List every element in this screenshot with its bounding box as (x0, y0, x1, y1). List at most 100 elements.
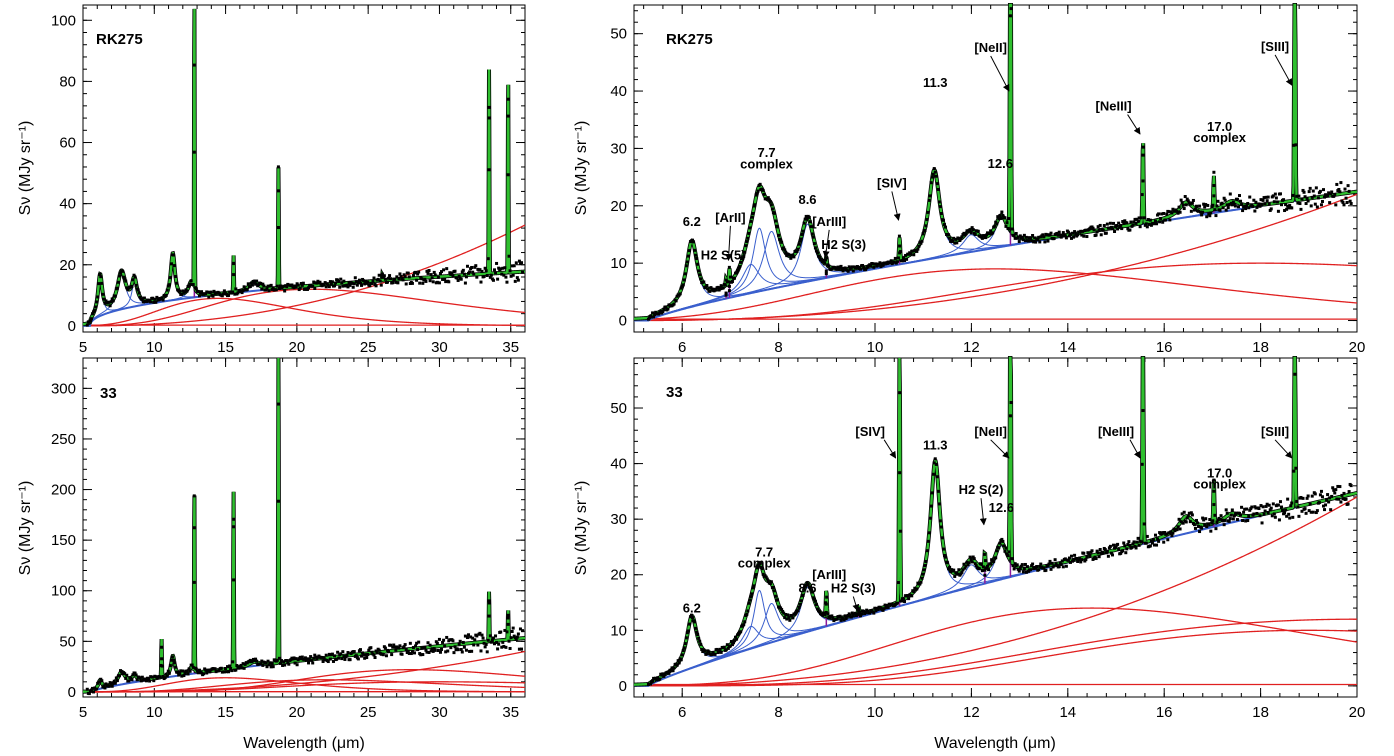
data-point (188, 669, 192, 673)
data-point (1205, 215, 1209, 219)
data-point (988, 232, 992, 236)
data-point (1335, 182, 1339, 186)
data-point (660, 311, 664, 315)
data-point (962, 231, 966, 235)
data-point (403, 643, 407, 647)
data-point (651, 679, 655, 683)
data-point (366, 652, 370, 656)
data-point (1262, 512, 1266, 516)
data-point (866, 609, 870, 613)
feature-label: 11.3 (923, 75, 948, 90)
data-point (733, 276, 737, 280)
data-point (1113, 229, 1117, 233)
data-point (151, 675, 155, 679)
data-point (476, 643, 480, 647)
data-point (1296, 201, 1300, 205)
data-point (964, 232, 968, 236)
data-point (1215, 204, 1219, 208)
data-point (299, 657, 303, 661)
data-point (219, 666, 223, 670)
data-point (757, 563, 761, 567)
data-point (954, 237, 958, 241)
data-point (962, 562, 966, 566)
data-point (682, 278, 686, 282)
data-point (1084, 558, 1088, 562)
data-point (747, 601, 751, 605)
data-point (860, 612, 864, 616)
data-point (810, 590, 814, 594)
data-point (794, 611, 798, 615)
data-point (1297, 194, 1301, 198)
data-point (1278, 500, 1282, 504)
data-point (1158, 220, 1162, 224)
data-point (944, 225, 948, 229)
data-point (934, 462, 938, 466)
data-point (87, 320, 91, 324)
data-point (1137, 543, 1141, 547)
data-point (842, 618, 846, 622)
data-point (1088, 554, 1092, 558)
data-point (874, 609, 878, 613)
data-point (824, 272, 828, 276)
data-point (785, 617, 789, 621)
data-point (1245, 507, 1249, 511)
data-point (311, 284, 315, 288)
data-point (1232, 514, 1236, 518)
data-point (1170, 534, 1174, 538)
feature-arrow (1129, 439, 1141, 459)
data-point (1172, 527, 1176, 531)
data-point (972, 557, 976, 561)
data-point (471, 636, 475, 640)
data-point (788, 618, 792, 622)
data-point (1072, 558, 1076, 562)
data-point (739, 630, 743, 634)
data-point (1278, 192, 1282, 196)
data-point (136, 288, 140, 292)
data-point (693, 620, 697, 624)
data-point (367, 648, 371, 652)
data-point (103, 686, 107, 690)
data-point (1307, 190, 1311, 194)
data-point (1022, 233, 1026, 237)
data-point (864, 268, 868, 272)
data-point (387, 649, 391, 653)
x-tick-label: 6 (678, 704, 686, 721)
data-point (997, 217, 1001, 221)
data-point (154, 300, 158, 304)
data-point (650, 315, 654, 319)
data-point (993, 224, 997, 228)
data-point (441, 277, 445, 281)
data-point (935, 475, 939, 479)
data-point (130, 284, 134, 288)
data-point (1057, 565, 1061, 569)
data-point (1188, 520, 1192, 524)
data-point (1063, 557, 1067, 561)
data-point (90, 686, 94, 690)
data-point (898, 251, 902, 255)
data-point (716, 285, 720, 289)
data-point (459, 277, 463, 281)
data-point (307, 661, 311, 665)
data-point (187, 667, 191, 671)
data-point (942, 553, 946, 557)
data-point (818, 610, 822, 614)
data-point (192, 494, 196, 498)
data-point (1185, 516, 1189, 520)
data-point (1244, 207, 1248, 211)
data-point (941, 547, 945, 551)
data-point (502, 644, 506, 648)
pah-components (633, 171, 1358, 322)
data-point (958, 238, 962, 242)
feature-arrow (1127, 114, 1141, 135)
continuum-components (83, 650, 526, 693)
data-point (727, 289, 731, 293)
continuum-curve (634, 496, 1358, 687)
data-point (971, 555, 975, 559)
feature-label: H2 S(2) (959, 482, 1004, 497)
data-point (340, 281, 344, 285)
data-point (974, 564, 978, 568)
panel-label: 33 (100, 385, 117, 402)
data-point (234, 668, 238, 672)
data-point (1240, 203, 1244, 207)
